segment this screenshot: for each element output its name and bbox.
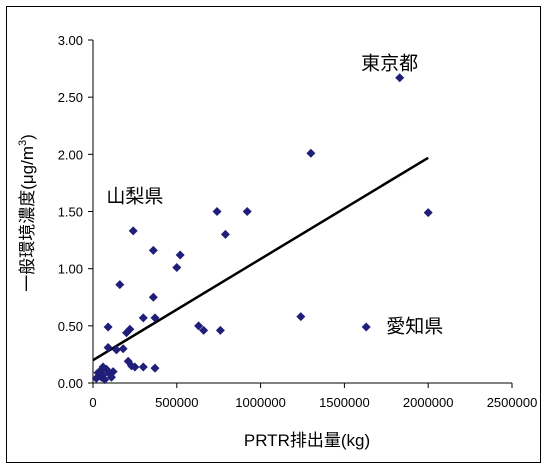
chart-frame [6,6,541,463]
data-point [148,245,158,255]
x-tick-label: 500000 [155,395,198,410]
y-axis-title-main: 一般環境濃度(μg/m [18,146,37,292]
data-point [150,363,160,373]
data-point [220,229,230,239]
x-tick-label: 0 [89,395,96,410]
y-axis-title: 一般環境濃度(μg/m3) [17,134,37,292]
x-axis-title: PRTR排出量(kg) [244,431,370,450]
data-point [148,292,158,302]
y-tick-label: 0.00 [58,376,83,391]
data-point [194,321,204,331]
data-point [395,73,405,83]
x-tick-label: 2000000 [403,395,454,410]
annotation-label: 愛知県 [386,316,443,338]
data-point [175,250,185,260]
y-axis-title-sup: 3 [17,140,29,146]
data-point [172,263,182,273]
data-point [103,343,113,353]
data-point [122,328,132,338]
x-tick-label: 1000000 [235,395,286,410]
y-tick-label: 2.50 [58,90,83,105]
data-point [199,325,209,335]
data-point [215,325,225,335]
data-point [91,373,101,383]
data-point [111,345,121,355]
tick-labels: 0.00 0.50 1.00 1.50 2.00 2.50 3.00 0 500000 10000… [58,33,538,410]
trendline [92,156,429,362]
y-tick-label: 3.00 [58,33,83,48]
data-point [103,322,113,332]
data-point [118,344,128,354]
data-point [242,207,252,216]
axes [88,39,513,388]
data-point [423,208,433,218]
y-tick-label: 0.50 [58,319,83,334]
annotation-label: 東京都 [361,53,418,75]
x-tick-label: 2500000 [487,395,538,410]
data-point [128,226,138,236]
y-axis-title-close: ) [18,134,37,140]
data-point [361,322,371,332]
trendline-group [92,156,429,362]
data-point [138,313,148,323]
data-point [150,313,160,323]
data-point [306,148,316,158]
data-point [115,280,125,290]
data-point [212,207,222,216]
data-points [91,73,433,385]
annotation-label: 山梨県 [106,185,163,207]
data-point [130,362,140,372]
x-tick-label: 1500000 [319,395,370,410]
data-point [296,312,306,322]
data-point [106,372,116,382]
y-tick-label: 1.50 [58,205,83,220]
data-point [98,370,108,380]
data-point [125,324,135,334]
y-tick-label: 1.00 [58,262,83,277]
y-tick-label: 2.00 [58,147,83,162]
data-point [138,362,148,372]
